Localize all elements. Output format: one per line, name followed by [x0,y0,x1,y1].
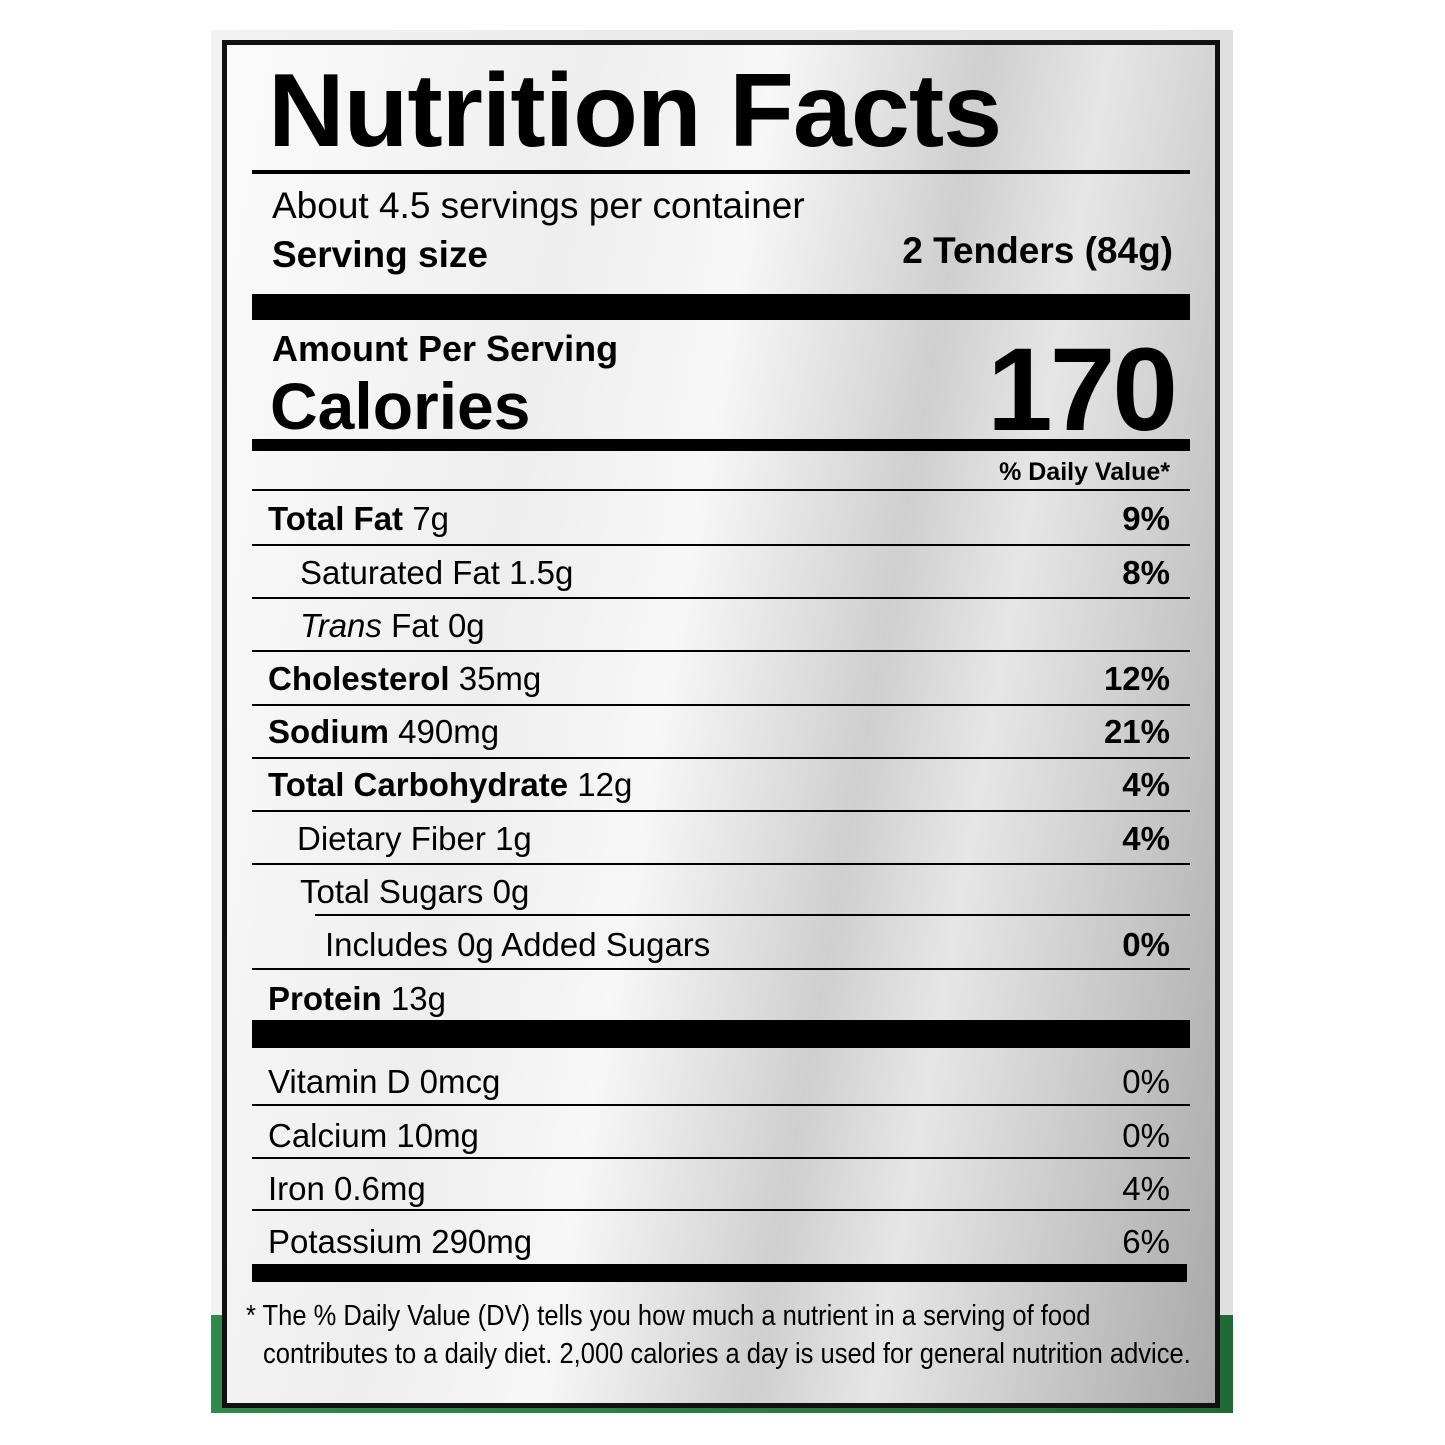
calories-label: Calories [270,369,531,443]
nutrient-row-total-fat: Total Fat 7g 9% [252,500,1170,540]
vitamin-dv: 0% [1122,1063,1170,1100]
vitamin-text: Potassium 290mg [268,1223,533,1260]
nutrient-name-italic: Trans [300,607,382,644]
footnote-line-2: contributes to a daily diet. 2,000 calor… [263,1338,1191,1370]
nutrient-row-dietary-fiber: Dietary Fiber 1g 4% [252,820,1170,860]
calories-value: 170 [987,324,1178,456]
divider [252,544,1190,546]
vitamin-text: Iron 0.6mg [268,1170,426,1207]
nutrient-dv: 9% [1122,500,1170,537]
thick-divider [252,1020,1190,1048]
label-title: Nutrition Facts [268,53,1002,169]
nutrient-name: Total Fat [268,500,404,537]
nutrient-amount: 1g [495,820,532,857]
divider [315,914,1190,916]
vitamin-text: Vitamin D 0mcg [268,1063,501,1100]
amount-per-serving: Amount Per Serving [272,328,619,369]
nutrient-row-total-carbohydrate: Total Carbohydrate 12g 4% [252,766,1170,806]
vitamin-row: Calcium 10mg 0% [252,1117,1170,1157]
nutrient-row-cholesterol: Cholesterol 35mg 12% [252,660,1170,700]
nutrient-amount: 13g [390,980,446,1017]
divider [252,1157,1190,1159]
divider [252,810,1190,812]
divider [252,1104,1190,1106]
serving-size-value: 2 Tenders (84g) [902,230,1173,271]
nutrient-row-total-sugars: Total Sugars 0g [252,873,1170,913]
footnote-line-1: * The % Daily Value (DV) tells you how m… [246,1300,1091,1332]
divider [252,757,1190,759]
divider [252,704,1190,706]
nutrient-dv: 8% [1122,554,1170,591]
divider [252,597,1190,599]
vitamin-text: Calcium 10mg [268,1117,479,1154]
divider [252,968,1190,970]
nutrient-dv: 4% [1122,820,1170,857]
daily-value-header: % Daily Value* [999,458,1170,486]
nutrient-row-trans-fat: Trans Fat 0g [252,607,1170,647]
nutrient-dv: 0% [1122,926,1170,963]
divider [252,650,1190,652]
nutrient-amount: 490mg [398,713,500,750]
nutrient-name: Includes 0g Added Sugars [325,926,711,963]
nutrition-facts-panel [222,40,1220,1408]
nutrient-name: Total Carbohydrate [268,766,569,803]
nutrient-amount: 1.5g [509,554,574,591]
nutrient-name: Total Sugars [300,873,484,910]
servings-per-container: About 4.5 servings per container [272,185,805,226]
nutrient-amount: 7g [412,500,449,537]
nutrient-name: Sodium [268,713,389,750]
divider [252,863,1190,865]
nutrient-dv: 4% [1122,766,1170,803]
nutrient-name: Dietary Fiber [297,820,486,857]
nutrient-dv: 21% [1103,713,1170,750]
nutrient-row-saturated-fat: Saturated Fat 1.5g 8% [252,554,1170,594]
nutrient-name: Protein [268,980,382,1017]
nutrient-row-protein: Protein 13g [252,980,1170,1020]
nutrient-row-added-sugars: Includes 0g Added Sugars 0% [252,926,1170,966]
divider [252,1209,1190,1211]
vitamin-row: Vitamin D 0mcg 0% [252,1063,1170,1103]
thick-divider [252,1264,1187,1282]
vitamin-dv: 4% [1122,1170,1170,1207]
vitamin-row: Iron 0.6mg 4% [252,1170,1170,1210]
nutrient-row-sodium: Sodium 490mg 21% [252,713,1170,753]
vitamin-row: Potassium 290mg 6% [252,1223,1170,1263]
nutrient-name: Fat [391,607,439,644]
nutrient-amount: 0g [447,607,485,644]
nutrient-amount: 35mg [458,660,542,697]
divider [252,170,1190,174]
nutrient-name: Saturated Fat [300,554,500,591]
medium-divider [252,439,1190,451]
vitamin-dv: 0% [1122,1117,1170,1154]
nutrient-amount: 0g [492,873,530,910]
nutrient-amount: 12g [577,766,633,803]
nutrient-name: Cholesterol [268,660,450,697]
nutrient-dv: 12% [1103,660,1170,697]
thick-divider [252,294,1190,320]
divider [252,489,1190,491]
serving-size-label: Serving size [272,234,488,275]
vitamin-dv: 6% [1122,1223,1170,1260]
